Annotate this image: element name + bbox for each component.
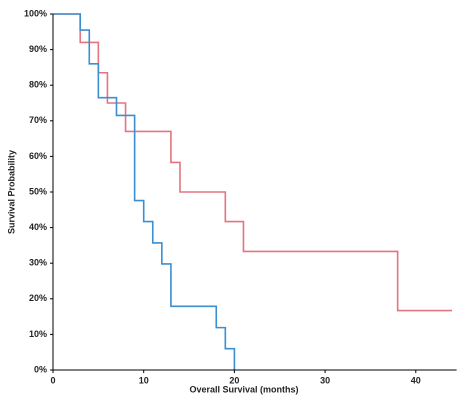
x-tick-label: 20 (229, 375, 239, 385)
y-tick-label: 50% (29, 186, 47, 196)
y-tick-label: 30% (29, 258, 47, 268)
y-tick-label: 90% (29, 44, 47, 54)
x-tick-label: 30 (320, 375, 330, 385)
survival-curve (53, 13, 236, 370)
x-tick-label: 0 (50, 375, 55, 385)
x-tick-label: 10 (139, 375, 149, 385)
x-axis-label: Overall Survival (months) (189, 384, 298, 394)
y-tick-label: 0% (34, 364, 47, 374)
y-tick-label: 100% (24, 8, 47, 18)
survival-curve (53, 13, 453, 312)
y-tick-label: 20% (29, 293, 47, 303)
x-tick-label: 40 (411, 375, 421, 385)
y-tick-label: 60% (29, 151, 47, 161)
y-tick-label: 40% (29, 222, 47, 232)
y-tick-label: 80% (29, 80, 47, 90)
y-axis-label: Survival Probability (6, 150, 16, 234)
y-tick-label: 70% (29, 115, 47, 125)
y-tick-label: 10% (29, 329, 47, 339)
